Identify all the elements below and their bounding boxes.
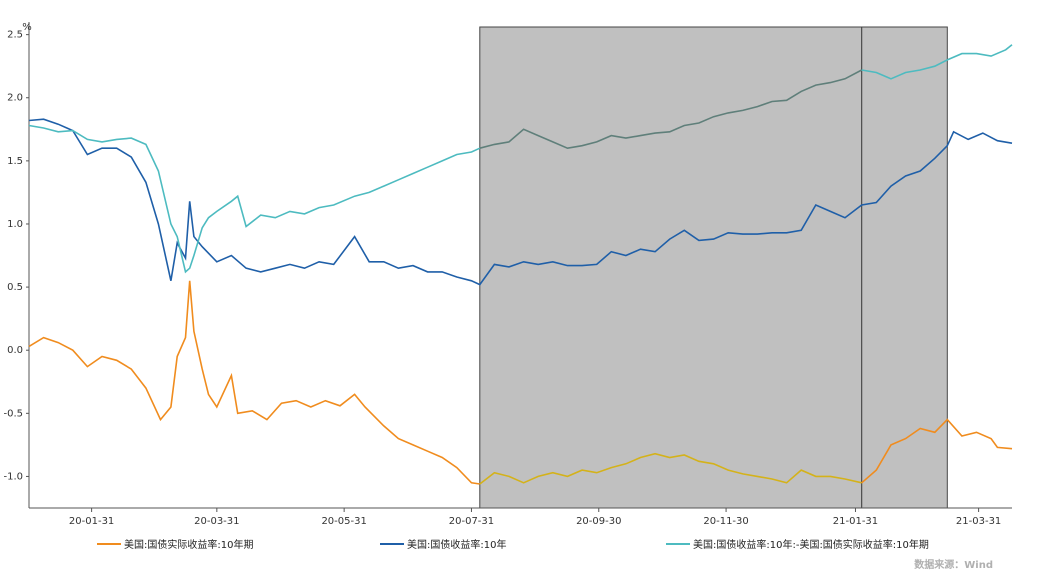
legend-label-breakeven: 美国:国债收益率:10年:-美国:国债实际收益率:10年期 — [693, 540, 929, 551]
legend-item-breakeven[interactable]: 美国:国债收益率:10年:-美国:国债实际收益率:10年期 — [666, 536, 929, 551]
series-line-1 — [28, 118, 1013, 286]
legend-label-nominal-yield: 美国:国债收益率:10年 — [407, 540, 507, 551]
source-label: 数据来源：Wind — [914, 560, 993, 571]
x-tick-label: 20-03-31 — [194, 516, 239, 527]
legend-label-real-yield: 美国:国债实际收益率:10年期 — [124, 540, 254, 551]
series-line-2-a — [28, 124, 481, 274]
legend-item-real-yield[interactable]: 美国:国债实际收益率:10年期 — [97, 536, 253, 551]
series-line-0-a — [28, 280, 480, 485]
shaded-region-1 — [861, 26, 948, 509]
x-tick-label: 20-05-31 — [321, 516, 366, 527]
line-chart: 2.5 2.0 1.5 1.0 0.5 0.0 -0.5 -1.0% 20-01-31 20-03… — [3, 22, 1013, 527]
series-line-2-b — [861, 44, 1013, 80]
y-tick-label: 0.0 — [7, 345, 23, 356]
y-tick-label: 1.0 — [7, 219, 23, 230]
y-tick-label: 0.5 — [7, 282, 23, 293]
series-line-0-b — [861, 418, 1013, 484]
y-tick-label: -0.5 — [3, 408, 23, 419]
shaded-region-0 — [479, 26, 863, 509]
y-tick-label: 2.0 — [7, 93, 23, 104]
x-tick-label: 21-01-31 — [833, 516, 878, 527]
legend-swatch-breakeven — [666, 542, 690, 545]
series-line-0-highlight — [479, 452, 862, 485]
legend-item-nominal-yield[interactable]: 美国:国债收益率:10年 — [380, 536, 506, 551]
x-tick-label: 20-09-30 — [576, 516, 621, 527]
y-tick-label: 1.5 — [7, 156, 23, 167]
x-tick-label: 20-01-31 — [69, 516, 114, 527]
legend: 美国:国债实际收益率:10年期 美国:国债收益率:10年 美国:国债收益率:10… — [0, 536, 1045, 552]
series-line-2-highlight — [479, 69, 863, 150]
y-tick-label: 2.5 — [7, 30, 23, 41]
y-unit-label: % — [22, 22, 32, 33]
y-tick-label: -1.0 — [3, 471, 23, 482]
x-tick-label: 20-11-30 — [703, 516, 748, 527]
legend-swatch-nominal-yield — [380, 542, 404, 545]
x-tick-label: 20-07-31 — [449, 516, 494, 527]
legend-swatch-real-yield — [97, 542, 121, 545]
x-tick-label: 21-03-31 — [956, 516, 1001, 527]
